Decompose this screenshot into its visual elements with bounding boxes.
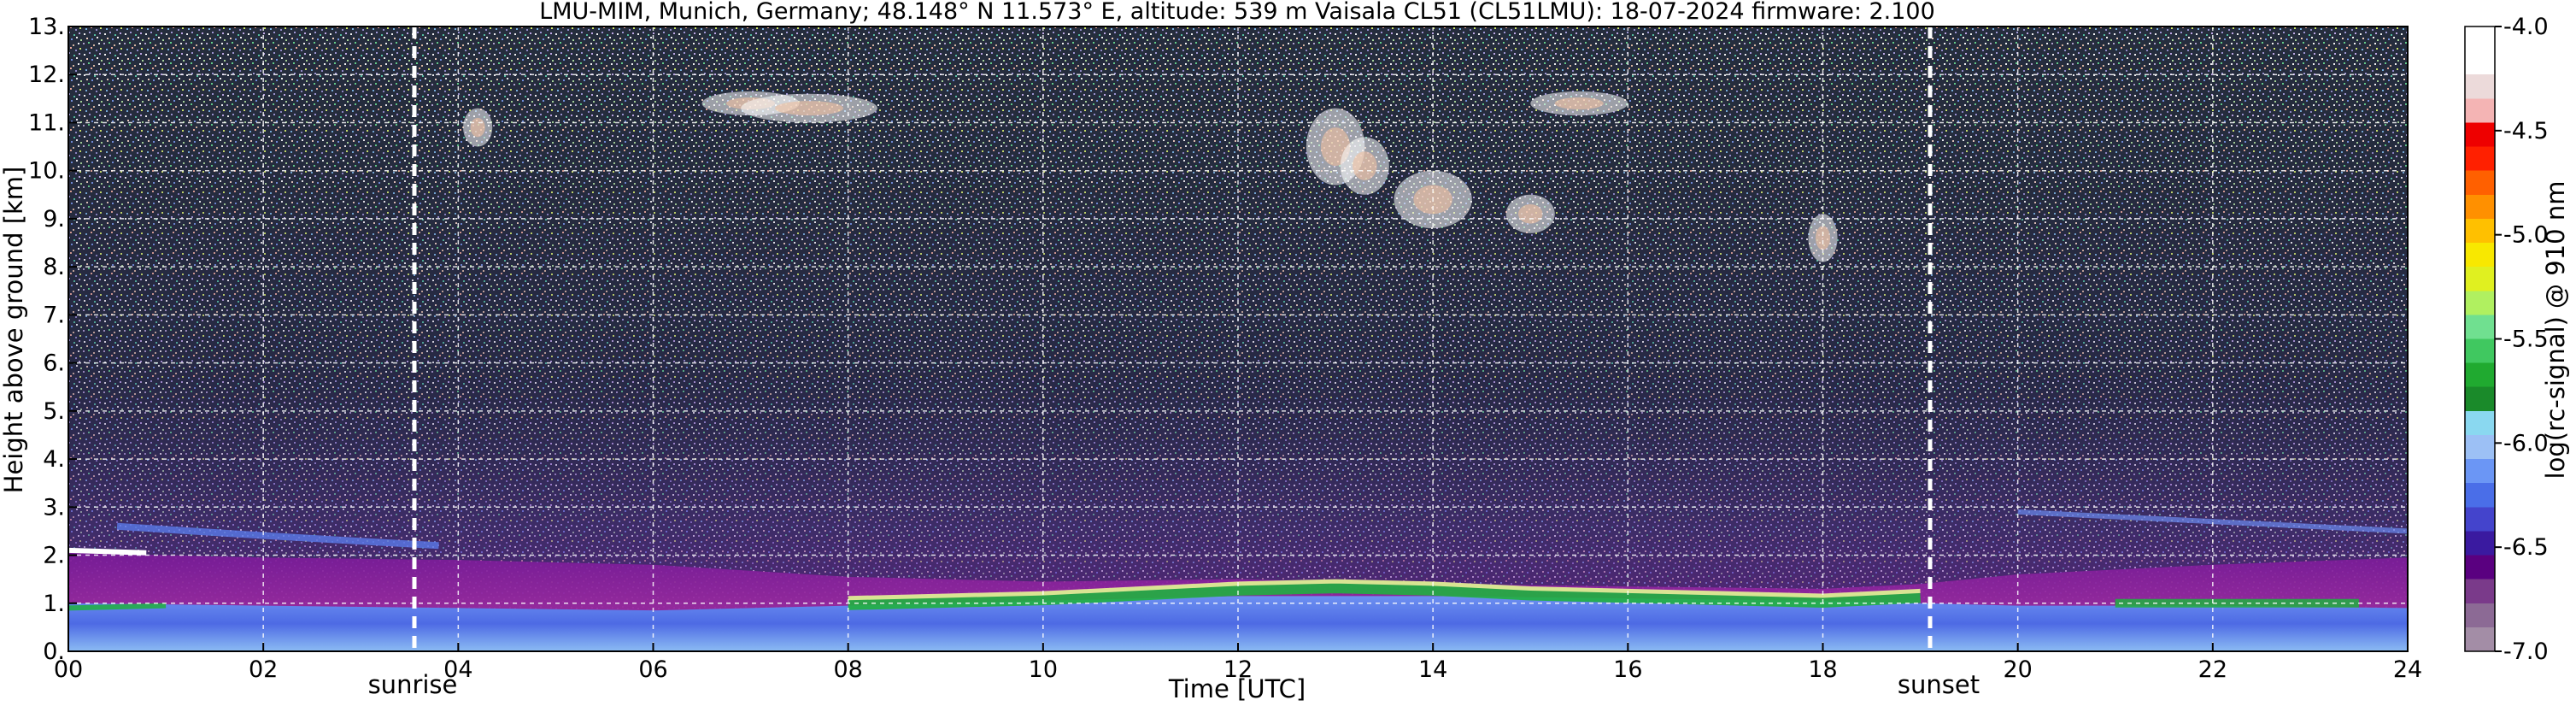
y-tick-label: 4. (43, 446, 65, 473)
y-tick-label: 7. (43, 302, 65, 328)
y-tick-label: 6. (43, 350, 65, 377)
x-tick-label: 08 (833, 656, 862, 683)
aerosol-band-morning (116, 522, 439, 550)
colorbar-label: log(rc-signal) @ 910 nm (2541, 181, 2570, 479)
cloud-base-highlight (848, 579, 1921, 601)
y-tick-label: 10. (28, 158, 65, 185)
y-tick-label: 0. (43, 638, 65, 665)
x-axis-label: Time [UTC] (1168, 674, 1306, 703)
y-tick-label: 11. (28, 109, 65, 136)
sun-lines (412, 26, 1933, 651)
x-tick-label: 06 (638, 656, 667, 683)
x-tick-label: 04 (443, 656, 472, 683)
colorbar-tick-label: -4.5 (2503, 118, 2549, 144)
colorbar-tick-label: -5.0 (2503, 222, 2549, 249)
y-axis-label: Height above ground [km] (0, 167, 28, 494)
sunset-label: sunset (1898, 670, 1980, 699)
cloud-base-band (848, 580, 1921, 610)
colorbar-tick-label: -5.5 (2503, 327, 2549, 353)
x-tick-label: 00 (54, 656, 83, 683)
morning-cloud-top (67, 547, 147, 556)
cirrus-core (1353, 151, 1377, 180)
x-tick-label: 20 (2003, 656, 2032, 683)
x-tick-label: 24 (2393, 656, 2422, 683)
y-tick-label: 3. (43, 494, 65, 521)
colorbar-tick-label: -4.0 (2503, 14, 2549, 40)
grid-lines (68, 26, 2408, 651)
x-tick-label: 14 (1418, 656, 1447, 683)
colorbar-tick-label: -6.5 (2503, 534, 2549, 561)
cirrus-core (775, 101, 843, 116)
colorbar-bar (2464, 26, 2496, 652)
x-tick-label: 10 (1029, 656, 1058, 683)
y-tick-label: 8. (43, 254, 65, 280)
colorbar-tick-label: -6.0 (2503, 430, 2549, 456)
cirrus-core (1815, 226, 1831, 250)
aerosol-band-evening (2017, 509, 2409, 534)
cirrus-core (1517, 204, 1543, 224)
axes: 00 02 04 06 08 10 12 14 16 18 20 22 24 0. 1. 2. 3. 4. 5. 6.… (28, 14, 2422, 683)
sunrise-label: sunrise (368, 670, 458, 699)
x-tick-label: 02 (249, 656, 278, 683)
colorbar: -7.0 -6.5 -6.0 -5.5 -5.0 -4.5 -4.0 (2464, 14, 2549, 665)
cirrus-core (470, 117, 485, 138)
cirrus-core (1554, 97, 1604, 109)
chart-title: LMU-MIM, Munich, Germany; 48.148° N 11.5… (539, 0, 1935, 25)
y-tick-label: 5. (43, 398, 65, 425)
y-tick-label: 2. (43, 543, 65, 569)
x-tick-label: 18 (1808, 656, 1837, 683)
x-tick-label: 22 (2198, 656, 2227, 683)
y-tick-label: 1. (43, 591, 65, 617)
colorbar-tick-label: -7.0 (2503, 638, 2549, 665)
y-tick-label: 9. (43, 206, 65, 232)
morning-cloud-band (67, 603, 167, 611)
x-tick-label: 16 (1613, 656, 1642, 683)
y-tick-label: 12. (28, 62, 65, 88)
x-tick-label: 12 (1223, 656, 1253, 683)
y-tick-label: 13. (28, 14, 65, 40)
